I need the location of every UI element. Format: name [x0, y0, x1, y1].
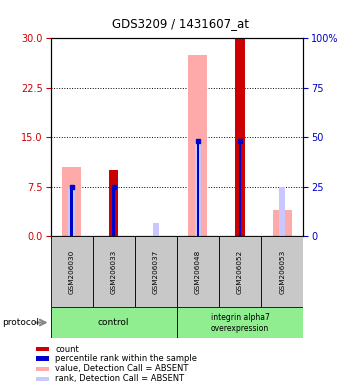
Bar [112, 187, 115, 236]
Bar [51, 236, 93, 307]
Text: GSM206053: GSM206053 [279, 250, 285, 294]
Text: value, Detection Call = ABSENT: value, Detection Call = ABSENT [55, 364, 188, 373]
Text: GSM206030: GSM206030 [69, 250, 75, 294]
Bar [36, 367, 49, 371]
Bar [69, 187, 75, 236]
Bar [109, 170, 118, 236]
Text: count: count [55, 344, 79, 354]
Bar [177, 236, 219, 307]
Text: rank, Detection Call = ABSENT: rank, Detection Call = ABSENT [55, 374, 184, 383]
Bar [36, 377, 49, 381]
Text: GSM206037: GSM206037 [153, 250, 159, 294]
Bar [197, 141, 199, 236]
Text: control: control [98, 318, 130, 327]
Text: GDS3209 / 1431607_at: GDS3209 / 1431607_at [112, 17, 249, 30]
Text: GSM206033: GSM206033 [111, 250, 117, 294]
Bar [219, 236, 261, 307]
Bar [51, 307, 177, 338]
Bar [273, 210, 292, 236]
Bar [62, 167, 81, 236]
Bar [279, 187, 285, 236]
Bar [239, 141, 241, 236]
Text: protocol: protocol [2, 318, 39, 327]
Bar [261, 236, 303, 307]
Bar [188, 55, 208, 236]
Bar [93, 236, 135, 307]
Bar [70, 187, 73, 236]
Bar [177, 307, 303, 338]
Text: GSM206052: GSM206052 [237, 250, 243, 294]
Text: GSM206048: GSM206048 [195, 250, 201, 294]
Text: integrin alpha7
overexpression: integrin alpha7 overexpression [210, 313, 270, 333]
Bar [153, 223, 159, 236]
Bar [135, 236, 177, 307]
Bar [36, 347, 49, 351]
Bar [195, 141, 201, 236]
Text: percentile rank within the sample: percentile rank within the sample [55, 354, 197, 363]
Bar [36, 356, 49, 361]
Bar [235, 38, 245, 236]
